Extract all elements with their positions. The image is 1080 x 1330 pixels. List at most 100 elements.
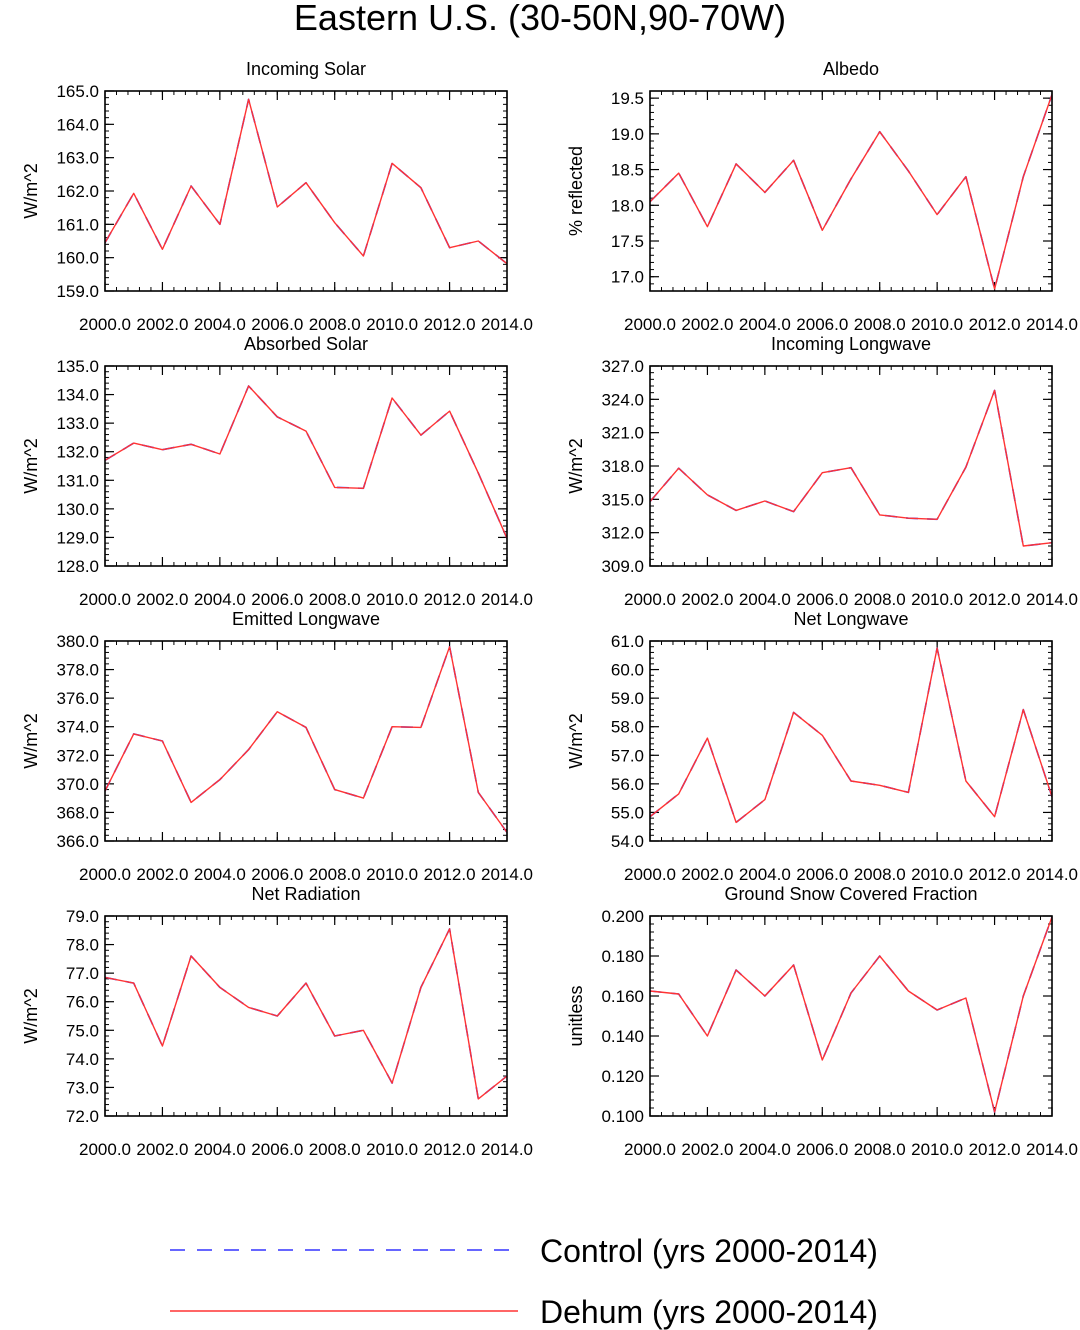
- y-axis-label: W/m^2: [21, 988, 41, 1043]
- x-tick-label: 2004.0: [194, 315, 246, 334]
- y-tick-label: 372.0: [56, 746, 99, 765]
- y-tick-label: 79.0: [66, 907, 99, 926]
- y-tick-label: 129.0: [56, 528, 99, 547]
- y-tick-label: 380.0: [56, 632, 99, 651]
- panel-title: Albedo: [823, 59, 879, 79]
- x-tick-label: 2010.0: [911, 1140, 963, 1159]
- chart-panel: 366.0 368.0 370.0 372.0 374.0 376.0 378.0 380.0…: [21, 609, 533, 884]
- x-tick-label: 2008.0: [854, 315, 906, 334]
- x-tick-label: 2014.0: [481, 315, 533, 334]
- y-tick-label: 0.120: [601, 1067, 644, 1086]
- y-tick-label: 59.0: [611, 689, 644, 708]
- x-tick-label: 2006.0: [251, 1140, 303, 1159]
- chart-panel: 309.0 312.0 315.0 318.0 321.0 324.0 327.0 2000.…: [566, 334, 1078, 609]
- x-tick-label: 2004.0: [194, 865, 246, 884]
- y-tick-label: 327.0: [601, 357, 644, 376]
- x-tick-label: 2004.0: [194, 1140, 246, 1159]
- x-tick-label: 2012.0: [424, 865, 476, 884]
- y-axis-label: W/m^2: [566, 438, 586, 493]
- y-tick-label: 378.0: [56, 661, 99, 680]
- x-tick-label: 2000.0: [79, 865, 131, 884]
- x-tick-label: 2012.0: [969, 315, 1021, 334]
- x-tick-label: 2002.0: [681, 1140, 733, 1159]
- x-tick-label: 2012.0: [424, 590, 476, 609]
- y-axis-label: W/m^2: [21, 163, 41, 218]
- x-tick-label: 2010.0: [911, 865, 963, 884]
- y-tick-label: 77.0: [66, 964, 99, 983]
- y-tick-label: 370.0: [56, 775, 99, 794]
- plot-frame: [649, 90, 1053, 292]
- y-tick-label: 131.0: [56, 471, 99, 490]
- x-tick-label: 2006.0: [251, 590, 303, 609]
- figure-title: Eastern U.S. (30-50N,90-70W): [294, 0, 786, 38]
- y-tick-label: 75.0: [66, 1021, 99, 1040]
- x-tick-label: 2004.0: [739, 1140, 791, 1159]
- x-tick-label: 2012.0: [969, 590, 1021, 609]
- x-tick-label: 2000.0: [79, 590, 131, 609]
- x-tick-label: 2002.0: [136, 315, 188, 334]
- x-tick-label: 2000.0: [79, 315, 131, 334]
- legend-dehum-label: Dehum (yrs 2000-2014): [540, 1294, 878, 1330]
- x-tick-label: 2000.0: [624, 1140, 676, 1159]
- y-tick-label: 17.5: [611, 232, 644, 251]
- y-tick-label: 315.0: [601, 490, 644, 509]
- y-tick-label: 368.0: [56, 803, 99, 822]
- chart-panel: 159.0 160.0 161.0 162.0 163.0 164.0 165.0 2000.…: [21, 59, 533, 334]
- y-tick-label: 161.0: [56, 215, 99, 234]
- series-line-control: [105, 928, 507, 1100]
- x-tick-label: 2014.0: [481, 1140, 533, 1159]
- x-tick-label: 2014.0: [1026, 315, 1078, 334]
- series-line-dehum: [105, 385, 507, 539]
- x-tick-label: 2012.0: [424, 315, 476, 334]
- panel-title: Net Radiation: [251, 884, 360, 904]
- x-tick-label: 2010.0: [911, 590, 963, 609]
- x-tick-label: 2000.0: [79, 1140, 131, 1159]
- chart-panel: 54.0 55.0 56.0 57.0 58.0 59.0 60.0 61.0 2000.0 20…: [566, 609, 1078, 884]
- plot-frame: [104, 640, 508, 842]
- x-tick-label: 2004.0: [739, 315, 791, 334]
- y-axis-label: W/m^2: [21, 438, 41, 493]
- x-tick-label: 2010.0: [911, 315, 963, 334]
- y-axis-label: W/m^2: [566, 713, 586, 768]
- series-line-control: [105, 645, 507, 833]
- series-line-control: [650, 916, 1052, 1113]
- panel-title: Emitted Longwave: [232, 609, 380, 629]
- chart-panels: 159.0 160.0 161.0 162.0 163.0 164.0 165.0 2000.…: [21, 59, 1078, 1159]
- y-tick-label: 318.0: [601, 457, 644, 476]
- y-tick-label: 55.0: [611, 803, 644, 822]
- y-tick-label: 18.0: [611, 196, 644, 215]
- x-tick-label: 2012.0: [424, 1140, 476, 1159]
- x-tick-label: 2004.0: [194, 590, 246, 609]
- panel-title: Absorbed Solar: [244, 334, 368, 354]
- x-tick-label: 2008.0: [309, 590, 361, 609]
- series-line-dehum: [650, 94, 1052, 290]
- series-line-control: [105, 385, 507, 539]
- y-tick-label: 159.0: [56, 282, 99, 301]
- x-tick-label: 2012.0: [969, 865, 1021, 884]
- x-tick-label: 2002.0: [681, 590, 733, 609]
- y-tick-label: 164.0: [56, 115, 99, 134]
- x-tick-label: 2008.0: [854, 590, 906, 609]
- y-tick-label: 78.0: [66, 936, 99, 955]
- y-tick-label: 74.0: [66, 1050, 99, 1069]
- y-tick-label: 56.0: [611, 775, 644, 794]
- y-tick-label: 165.0: [56, 82, 99, 101]
- y-tick-label: 376.0: [56, 689, 99, 708]
- y-tick-label: 162.0: [56, 182, 99, 201]
- x-tick-label: 2008.0: [854, 1140, 906, 1159]
- chart-panel: 72.0 73.0 74.0 75.0 76.0 77.0 78.0 79.0 2000.0 20…: [21, 884, 533, 1159]
- x-tick-label: 2014.0: [1026, 1140, 1078, 1159]
- x-tick-label: 2014.0: [1026, 590, 1078, 609]
- y-tick-label: 57.0: [611, 746, 644, 765]
- x-tick-label: 2014.0: [481, 590, 533, 609]
- series-line-dehum: [105, 646, 507, 833]
- x-tick-label: 2006.0: [796, 590, 848, 609]
- x-tick-label: 2006.0: [796, 865, 848, 884]
- y-tick-label: 366.0: [56, 832, 99, 851]
- y-tick-label: 19.0: [611, 125, 644, 144]
- x-tick-label: 2000.0: [624, 590, 676, 609]
- panel-title: Incoming Longwave: [771, 334, 931, 354]
- plot-frame: [104, 365, 508, 567]
- x-tick-label: 2010.0: [366, 315, 418, 334]
